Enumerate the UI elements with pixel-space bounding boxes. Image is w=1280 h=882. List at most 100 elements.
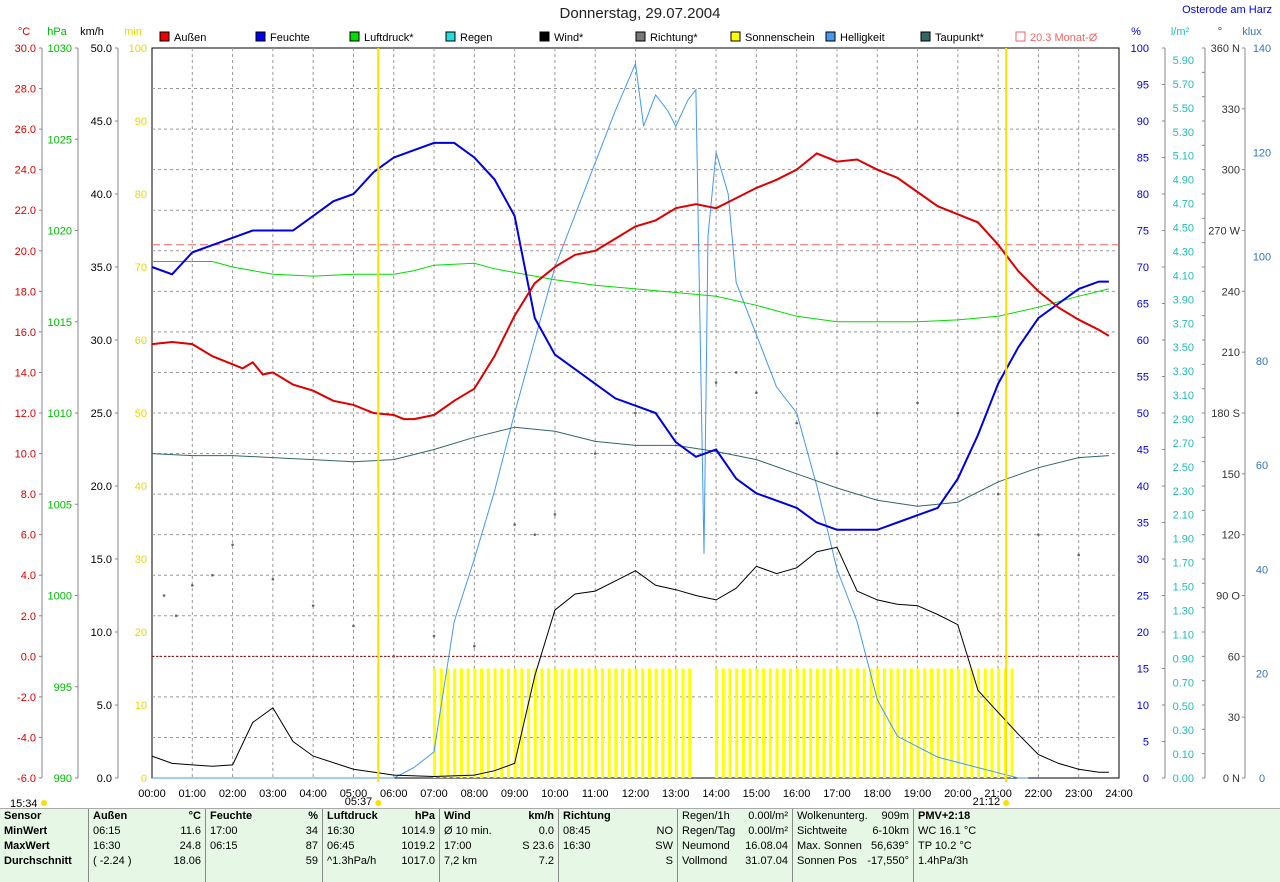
- direction-point: [211, 573, 214, 577]
- temp-tick-label: -6.0: [17, 773, 36, 785]
- temp-tick-label: 6.0: [21, 530, 36, 542]
- wind-min-value: 0.0: [538, 825, 554, 837]
- x-tick-label: 01:00: [179, 788, 207, 800]
- direction-point: [271, 577, 275, 581]
- wind-tick-label: 5.0: [97, 700, 112, 712]
- hum-min-value: 34: [305, 825, 318, 837]
- rain-tick-label: 5.10: [1173, 151, 1194, 163]
- direction-point: [311, 604, 315, 607]
- min-tick-label: 100: [129, 43, 147, 55]
- lux-tick-label: 60: [1256, 460, 1268, 472]
- sunshine-bar: [876, 668, 880, 778]
- sunshine-bar: [674, 668, 678, 778]
- wind-tick-label: 50.0: [91, 43, 112, 55]
- wind-min-label: Ø 10 min.: [444, 825, 492, 837]
- min-tick-label: 20: [135, 627, 147, 639]
- series-line-taupunkt: [151, 426, 1109, 507]
- header-aussen: Außen: [93, 810, 128, 822]
- sunshine-bar: [809, 668, 813, 778]
- min-tick-label: 50: [135, 408, 147, 420]
- sunshine-bar: [594, 668, 598, 778]
- dir-tick-label: 150: [1222, 469, 1240, 481]
- info1-key: Neumond: [682, 840, 730, 852]
- legend-label: Wind*: [554, 32, 584, 44]
- sunshine-bar: [903, 668, 907, 778]
- lux-tick-label: 140: [1253, 43, 1271, 55]
- sunshine-bar: [540, 668, 544, 778]
- sunshine-bar: [466, 668, 470, 778]
- press-tick-label: 1020: [48, 226, 72, 238]
- wind-run: 7,2 km: [444, 855, 478, 867]
- temp-tick-label: 18.0: [15, 286, 36, 298]
- press-tick-label: 1025: [48, 134, 72, 146]
- press-trend-3h: 1.4hPa/3h: [918, 855, 969, 867]
- direction-point: [996, 492, 1000, 496]
- sunshine-bar: [768, 668, 772, 778]
- sunshine-bar: [547, 668, 551, 778]
- row-label-avg: Durchschnitt: [4, 855, 72, 867]
- hum-min-time: 17:00: [210, 825, 238, 837]
- lux-tick-label: 0: [1259, 773, 1265, 785]
- sunshine-bar: [976, 668, 980, 778]
- legend-swatch: [730, 31, 741, 42]
- rain-tick-label: 2.10: [1173, 510, 1194, 522]
- x-tick-label: 13:00: [662, 788, 690, 800]
- row-label-max: MaxWert: [4, 840, 50, 852]
- info2-key: Sonnen Pos: [797, 855, 857, 867]
- hum-tick-label: 60: [1137, 335, 1149, 347]
- info2-value: 6-10km: [872, 825, 909, 837]
- wind-tick-label: 35.0: [91, 262, 112, 274]
- temp-tick-label: 16.0: [15, 327, 36, 339]
- series-line-außen: [151, 152, 1110, 421]
- wind-unit-label: km/h: [80, 26, 104, 38]
- sunshine-bar: [835, 668, 839, 778]
- direction-point: [674, 431, 678, 435]
- direction-point: [835, 452, 839, 455]
- x-tick-label: 05:00: [340, 788, 368, 800]
- now-time-label: 15:34: [10, 798, 38, 808]
- rain-tick-label: 2.50: [1173, 462, 1194, 474]
- x-tick-label: 08:00: [461, 788, 489, 800]
- sunshine-bar: [560, 668, 564, 778]
- sunshine-bar: [990, 668, 994, 778]
- sunshine-bar: [956, 668, 960, 778]
- hum-tick-label: 0: [1143, 773, 1149, 785]
- sunshine-bar: [822, 668, 826, 778]
- min-tick-label: 80: [135, 189, 147, 201]
- station-link[interactable]: Osterode am Harz: [1182, 4, 1272, 16]
- rain-tick-label: 3.10: [1173, 390, 1194, 402]
- sunshine-bar: [741, 668, 745, 778]
- hum-tick-label: 5: [1143, 737, 1149, 749]
- direction-point: [1077, 553, 1081, 557]
- stats-dir-column: Richtung 08:45 NO 16:30 SW S: [559, 809, 678, 882]
- sunshine-bar: [621, 668, 625, 778]
- wind-tick-label: 15.0: [91, 554, 112, 566]
- sunshine-bar: [762, 668, 766, 778]
- x-tick-label: 09:00: [501, 788, 529, 800]
- legend-swatch: [635, 31, 646, 42]
- dir-tick-label: 240: [1222, 286, 1240, 298]
- info1-key: Vollmond: [682, 855, 728, 867]
- sunshine-bar: [963, 668, 967, 778]
- min-tick-label: 0: [141, 773, 147, 785]
- direction-point: [473, 644, 476, 648]
- legend-label: Regen: [460, 32, 492, 44]
- direction-point: [795, 421, 798, 425]
- dir-tick-label: 120: [1222, 530, 1240, 542]
- header-wind-unit: km/h: [528, 810, 554, 822]
- dir-tick-label: 210: [1222, 347, 1240, 359]
- sunshine-bar: [916, 668, 920, 778]
- hum-tick-label: 25: [1137, 591, 1149, 603]
- sunshine-bar: [775, 668, 779, 778]
- sunshine-bar: [567, 668, 571, 778]
- dir-tick-label: 90 O: [1216, 591, 1240, 603]
- rain-tick-label: 2.70: [1173, 438, 1194, 450]
- sunrise-time-label: 05:37: [345, 796, 373, 808]
- rain-tick-label: 0.00: [1173, 773, 1194, 785]
- hum-tick-label: 50: [1137, 408, 1149, 420]
- rain-tick-label: 4.70: [1173, 199, 1194, 211]
- hum-tick-label: 35: [1137, 518, 1149, 530]
- legend-swatch: [445, 31, 456, 42]
- wind-max-value: S 23.6: [522, 840, 554, 852]
- legend-swatch: [349, 31, 360, 42]
